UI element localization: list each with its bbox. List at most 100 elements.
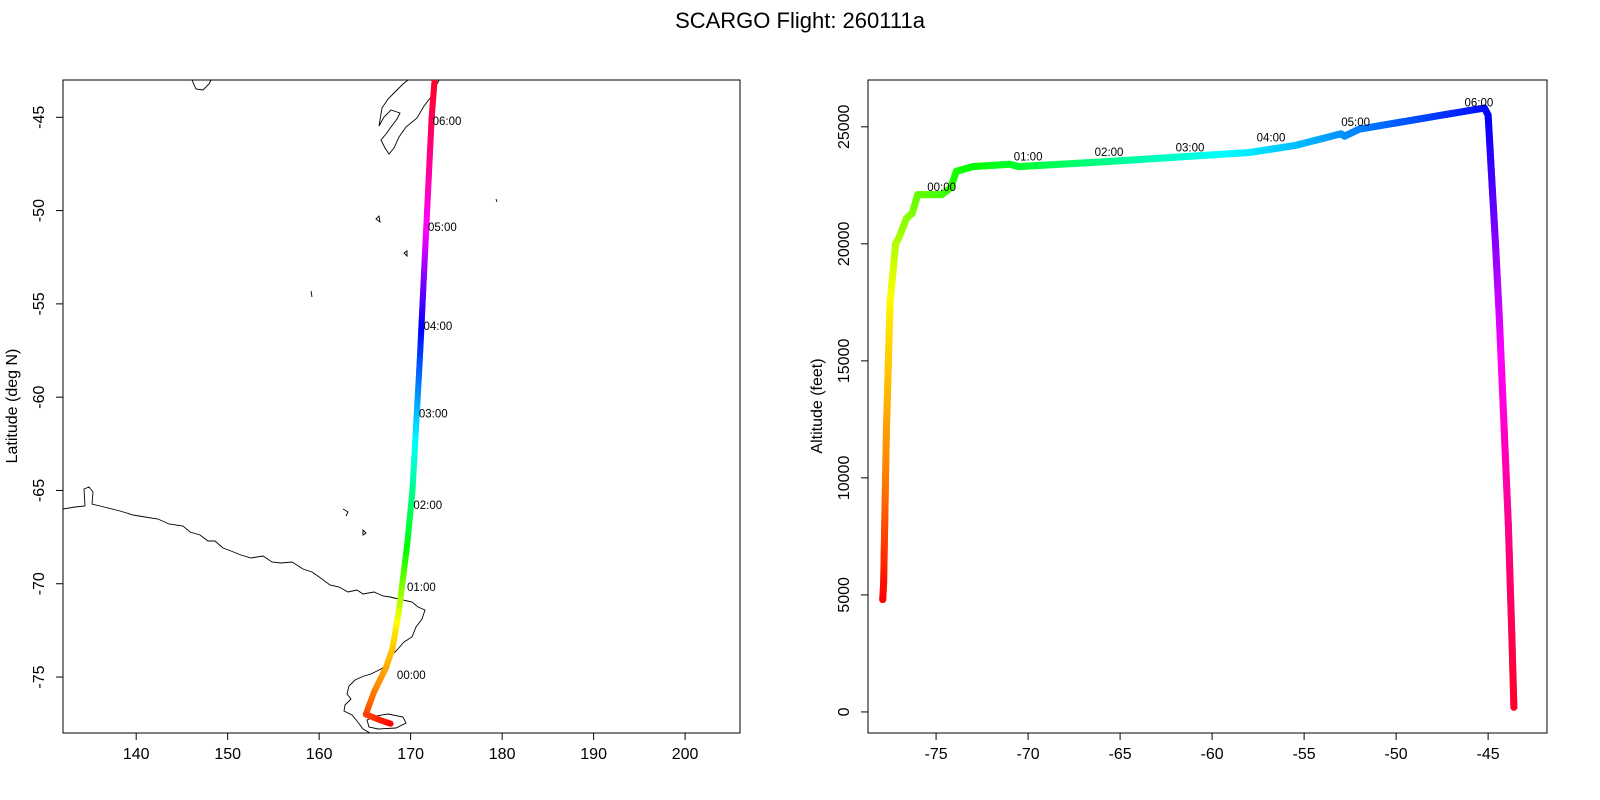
map-time-label: 05:00 (428, 222, 457, 234)
map-time-label: 06:00 (433, 116, 462, 128)
map-track-point (382, 664, 389, 671)
map-track-point (362, 711, 369, 718)
map-x-axis-tick-label: 170 (397, 746, 424, 763)
altitude-track-point (1355, 125, 1363, 133)
map-x-axis-tick-label: 190 (580, 746, 607, 763)
map-track-point (416, 356, 423, 363)
map-x-axis-tick-label: 160 (306, 746, 333, 763)
altitude-x-axis-tick-label: -50 (1385, 746, 1408, 763)
altitude-x-axis-tick-label: -55 (1293, 746, 1316, 763)
altitude-x-axis-tick-label: -60 (1201, 746, 1224, 763)
map-y-axis-title: Latitude (deg N) (4, 349, 21, 464)
balleny-islands (342, 508, 367, 536)
ross-island-coastline (366, 713, 407, 730)
new-zealand-coastline (378, 80, 440, 155)
map-time-label: 03:00 (419, 409, 448, 421)
altitude-time-label: 01:00 (1014, 152, 1043, 164)
campbell-island (403, 250, 408, 258)
altitude-track-point (947, 184, 955, 192)
map-y-axis: -45 -50 -55 -60 -65 -70 -75 (31, 106, 63, 689)
map-track-point (428, 114, 435, 121)
map-y-axis-tick-label: -55 (31, 292, 48, 315)
altitude-y-axis-tick-label: 0 (836, 707, 853, 716)
map-track-point (389, 646, 396, 653)
altitude-track-point (952, 167, 960, 175)
altitude-x-axis: -75 -70 -65 -60 -55 -50 -45 (925, 733, 1500, 763)
map-x-axis: 140 150 160 170 180 190 200 (123, 733, 699, 763)
altitude-track-point (903, 214, 911, 222)
map-track-point (409, 487, 416, 494)
altitude-track-point (1504, 521, 1512, 529)
antipodes-island (495, 198, 498, 203)
altitude-track-point (1510, 703, 1518, 711)
altitude-track-point (1411, 116, 1419, 124)
auckland-islands (375, 215, 381, 224)
altitude-track-point (1495, 310, 1503, 318)
altitude-x-axis-tick-label: -65 (1109, 746, 1132, 763)
map-time-label: 01:00 (407, 582, 436, 594)
altitude-time-label: 06:00 (1465, 98, 1494, 110)
altitude-time-label: 04:00 (1257, 133, 1286, 145)
altitude-time-label: 05:00 (1341, 117, 1370, 129)
altitude-time-labels: 00:00 01:00 02:00 03:00 04:00 05:00 06:00 (927, 98, 1493, 194)
map-track-point (403, 543, 410, 550)
altitude-track-point (1171, 153, 1179, 161)
altitude-track-point (908, 209, 916, 217)
map-y-axis-tick-label: -70 (31, 572, 48, 595)
altitude-x-axis-tick-label: -70 (1017, 746, 1040, 763)
altitude-x-axis-tick-label: -45 (1477, 746, 1500, 763)
map-track-point (413, 422, 420, 429)
altitude-plot-frame (867, 79, 1548, 734)
altitude-track-point (1466, 106, 1474, 114)
map-y-axis-tick-label: -45 (31, 106, 48, 129)
map-track-point (371, 688, 378, 695)
macquarie-island (310, 290, 313, 298)
map-x-axis-tick-label: 140 (123, 746, 150, 763)
altitude-y-axis-tick-label: 5000 (836, 577, 853, 613)
altitude-track-point (923, 191, 931, 199)
altitude-track-point (1491, 240, 1499, 248)
altitude-y-axis-tick-label: 25000 (836, 104, 853, 149)
altitude-time-label: 02:00 (1095, 147, 1124, 159)
map-y-axis-tick-label: -60 (31, 386, 48, 409)
altitude-track-point (895, 233, 903, 241)
altitude-track-point (914, 191, 922, 199)
altitude-track-point (1006, 160, 1014, 168)
altitude-track-point (1480, 104, 1488, 112)
map-time-label: 02:00 (413, 500, 442, 512)
altitude-track-point (1098, 158, 1106, 166)
altitude-track-point (879, 596, 887, 604)
flight-track-altitude (879, 104, 1518, 711)
altitude-track-point (880, 579, 888, 587)
altitude-track-point (1245, 149, 1253, 157)
altitude-y-axis-tick-label: 20000 (836, 221, 853, 266)
antarctic-coastline (63, 486, 426, 733)
altitude-y-axis: 0 5000 10000 15000 20000 25000 (836, 104, 868, 716)
map-x-axis-tick-label: 180 (489, 746, 516, 763)
map-x-axis-tick-label: 150 (214, 746, 241, 763)
map-y-axis-tick-label: -65 (31, 479, 48, 502)
map-track-point (424, 207, 431, 214)
altitude-track-point (1484, 111, 1492, 119)
altitude-track-point (882, 427, 890, 435)
altitude-track-point (969, 163, 977, 171)
altitude-x-axis-tick-label: -75 (925, 746, 948, 763)
map-x-axis-tick-label: 200 (672, 746, 699, 763)
altitude-track-point (1015, 163, 1023, 171)
tasmania-coastline (191, 80, 212, 91)
altitude-track-point (886, 298, 894, 306)
altitude-track-point (892, 240, 900, 248)
map-y-axis-tick-label: -75 (31, 665, 48, 688)
altitude-y-axis-tick-label: 15000 (836, 339, 853, 384)
map-track-point (420, 282, 427, 289)
map-track-point (395, 608, 402, 615)
altitude-track-point (1341, 132, 1349, 140)
map-track-point (431, 80, 438, 85)
altitude-time-label: 00:00 (927, 182, 956, 194)
altitude-track-point (1508, 638, 1516, 646)
map-track-point (376, 716, 383, 723)
map-time-labels: 00:00 01:00 02:00 03:00 04:00 05:00 06:00 (397, 116, 461, 682)
map-plot-frame (62, 79, 741, 734)
